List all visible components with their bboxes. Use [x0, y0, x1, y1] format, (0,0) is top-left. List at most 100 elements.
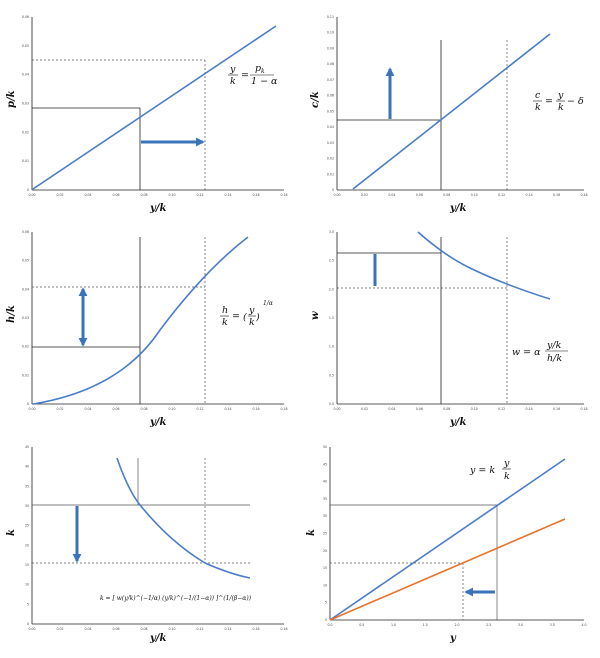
x-tick-label: 0.10 [471, 193, 478, 197]
x-axis-label: y [449, 633, 457, 644]
y-tick-label: 30 [323, 514, 327, 518]
x-tick-label: 1.5 [423, 623, 428, 627]
y-tick-label: 1.0 [329, 345, 334, 349]
y-tick-label: 10 [25, 583, 29, 587]
x-tick-label: 0.00 [28, 407, 35, 411]
x-tick-label: 0.04 [388, 407, 395, 411]
y-tick-label: 0.04 [22, 287, 29, 291]
equation: h k = ( y k ) 1/α [220, 300, 273, 328]
curve-line [32, 236, 249, 405]
x-tick-label: 0.10 [168, 407, 175, 411]
y-tick-label: 0.03 [327, 141, 334, 145]
y-tick-labels: 0 5 10 15 20 25 30 35 40 45 [25, 445, 29, 626]
equation: w = α y/k h/k [512, 340, 568, 364]
x-tick-label: 0.18 [580, 407, 587, 411]
y-tick-label: 0.10 [327, 31, 334, 35]
y-tick-label: 45 [323, 462, 327, 466]
svg-text:k: k [261, 68, 265, 75]
x-tick-label: 0.18 [280, 407, 287, 411]
y-tick-label: 0 [27, 402, 29, 406]
y-tick-label: 40 [25, 465, 29, 469]
x-tick-labels: 0.00 0.02 0.04 0.06 0.08 0.10 0.12 0.14 0.16 0.18 [28, 193, 287, 197]
svg-text:w = α: w = α [512, 347, 541, 358]
svg-text:p: p [255, 63, 261, 74]
x-tick-label: 0.12 [196, 193, 203, 197]
x-tick-label: 0.5 [359, 623, 364, 627]
svg-text:k: k [222, 317, 228, 328]
y-tick-label: 0.02 [22, 345, 29, 349]
y-tick-label: 0.05 [22, 259, 29, 263]
y-tick-label: 0.08 [327, 62, 334, 66]
y-tick-label: 10 [323, 583, 327, 587]
svg-text:y: y [557, 90, 564, 101]
x-tick-label: 0.12 [498, 193, 505, 197]
y-tick-label: 0.07 [327, 78, 334, 82]
y-tick-label: 0.04 [327, 125, 334, 129]
x-tick-label: 0.14 [526, 193, 533, 197]
y-tick-label: 0.5 [329, 373, 334, 377]
svg-text:y: y [503, 458, 510, 469]
x-tick-label: 0.14 [224, 193, 231, 197]
x-tick-label: 0.10 [471, 407, 478, 411]
x-tick-label: 0.14 [224, 407, 231, 411]
x-tick-label: 0.08 [140, 407, 147, 411]
y-tick-label: 2.5 [329, 259, 334, 263]
y-axis-label: h/k [6, 305, 17, 323]
svg-text:1/α: 1/α [263, 300, 273, 307]
x-tick-labels: 0.00 0.02 0.04 0.06 0.08 0.10 0.12 0.14 0.16 0.18 [333, 193, 587, 197]
svg-text:k: k [249, 317, 255, 328]
y-tick-label: 40 [323, 480, 327, 484]
y-axis-label: w [310, 311, 321, 320]
y-tick-label: 0 [325, 618, 327, 622]
curve-line [32, 25, 277, 190]
x-tick-label: 0.02 [56, 193, 63, 197]
y-tick-label: 0.11 [327, 15, 334, 19]
svg-text:=: = [545, 96, 553, 107]
x-tick-label: 1.0 [391, 623, 396, 627]
svg-text:): ) [255, 312, 260, 323]
x-tick-label: 0.16 [553, 193, 560, 197]
x-tick-labels: 0.00 0.02 0.04 0.06 0.08 0.10 0.12 0.14 0.16 0.18 [28, 627, 287, 631]
x-tick-label: 0.08 [140, 193, 147, 197]
x-tick-label: 0.08 [443, 407, 450, 411]
y-tick-label: 25 [323, 532, 327, 536]
y-axis-label: k [306, 529, 317, 536]
x-tick-label: 0.18 [580, 193, 587, 197]
svg-text:− δ: − δ [567, 96, 584, 107]
y-tick-label: 0.09 [327, 46, 334, 50]
svg-text:y: y [248, 305, 255, 316]
y-tick-label: 0.04 [22, 73, 29, 77]
x-tick-label: 0.16 [252, 193, 259, 197]
svg-text:y/k: y/k [546, 340, 562, 351]
x-tick-label: 0.02 [361, 407, 368, 411]
curve-line [116, 457, 251, 579]
x-tick-label: 0.18 [280, 627, 287, 631]
x-axis-label: y/k [449, 203, 466, 214]
y-tick-labels: 0 0.01 0.02 0.03 0.04 0.05 0.06 [22, 15, 29, 192]
x-axis-label: y/k [449, 417, 466, 428]
x-tick-label: 0.02 [361, 193, 368, 197]
svg-text:y: y [229, 64, 236, 75]
x-tick-label: 0.12 [196, 407, 203, 411]
x-tick-label: 0.08 [140, 627, 147, 631]
x-tick-label: 0.06 [416, 407, 423, 411]
y-tick-label: 15 [25, 563, 29, 567]
panel-middle-right: 0.00.51.01.52.02.53.0 0.00 0.02 0.04 0.06 0.… [310, 230, 588, 428]
panel-middle-left: 00.010.020.030.040.050.06 0.00 0.02 0.04 0.… [6, 230, 288, 428]
equation: c k = y k − δ [533, 90, 584, 113]
svg-text:h: h [222, 305, 228, 316]
svg-text:=: = [232, 311, 240, 322]
y-tick-label: 20 [323, 549, 327, 553]
y-tick-label: 0.05 [22, 44, 29, 48]
svg-text:k: k [230, 76, 236, 87]
svg-text:(: ( [243, 312, 247, 323]
x-tick-label: 0.08 [443, 193, 450, 197]
x-tick-label: 0.06 [416, 193, 423, 197]
x-tick-label: 0.10 [168, 193, 175, 197]
y-tick-labels: 0.0 0.5 1.0 1.5 2.0 2.5 3.0 [329, 230, 334, 406]
x-tick-label: 0.00 [28, 627, 35, 631]
y-tick-label: 0.03 [22, 316, 29, 320]
x-tick-label: 0.00 [28, 193, 35, 197]
curve-line [417, 231, 551, 300]
